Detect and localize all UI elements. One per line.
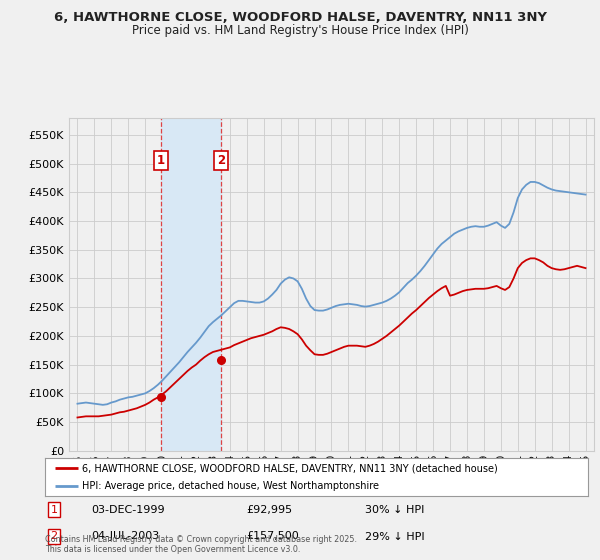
Text: 1: 1 <box>50 505 58 515</box>
Text: £157,500: £157,500 <box>246 531 299 542</box>
Bar <box>161 118 221 451</box>
Text: Price paid vs. HM Land Registry's House Price Index (HPI): Price paid vs. HM Land Registry's House … <box>131 24 469 36</box>
Text: 6, HAWTHORNE CLOSE, WOODFORD HALSE, DAVENTRY, NN11 3NY (detached house): 6, HAWTHORNE CLOSE, WOODFORD HALSE, DAVE… <box>82 463 497 473</box>
Text: 04-JUL-2003: 04-JUL-2003 <box>91 531 160 542</box>
Text: 2: 2 <box>217 155 226 167</box>
Text: HPI: Average price, detached house, West Northamptonshire: HPI: Average price, detached house, West… <box>82 481 379 491</box>
Text: 03-DEC-1999: 03-DEC-1999 <box>91 505 165 515</box>
Text: 1: 1 <box>157 155 165 167</box>
Text: £92,995: £92,995 <box>246 505 292 515</box>
Text: Contains HM Land Registry data © Crown copyright and database right 2025.
This d: Contains HM Land Registry data © Crown c… <box>45 535 357 554</box>
Text: 30% ↓ HPI: 30% ↓ HPI <box>365 505 425 515</box>
Text: 2: 2 <box>50 531 58 542</box>
Text: 6, HAWTHORNE CLOSE, WOODFORD HALSE, DAVENTRY, NN11 3NY: 6, HAWTHORNE CLOSE, WOODFORD HALSE, DAVE… <box>53 11 547 24</box>
Text: 29% ↓ HPI: 29% ↓ HPI <box>365 531 425 542</box>
